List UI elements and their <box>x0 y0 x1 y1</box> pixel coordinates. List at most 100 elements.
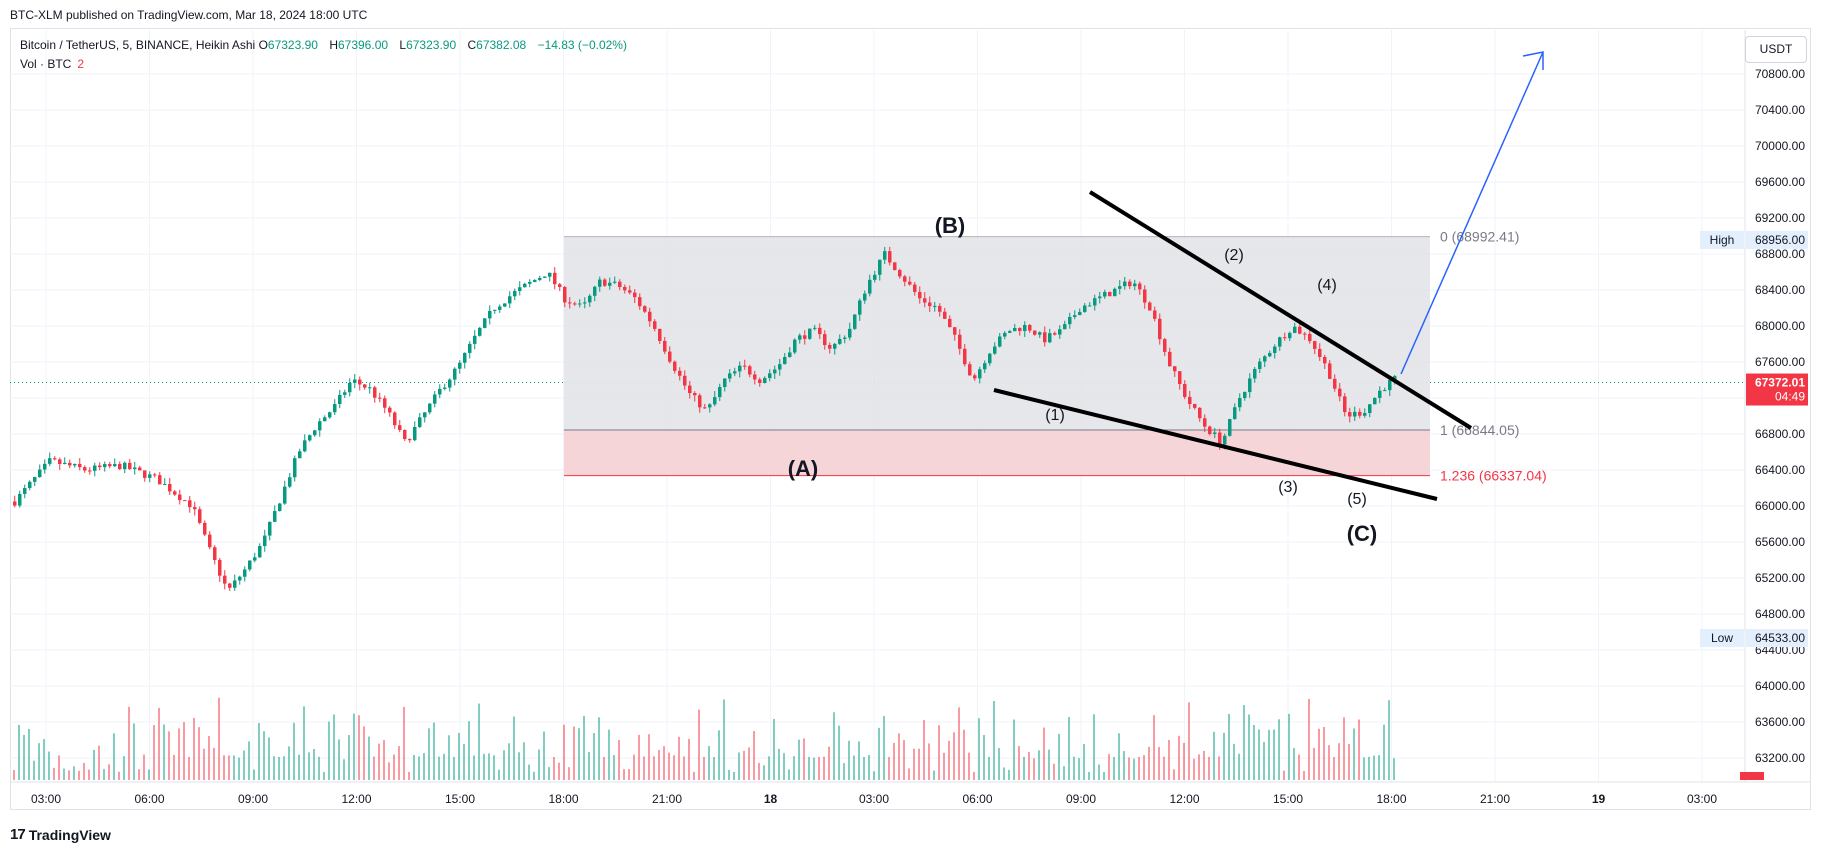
fib-label: 1 (66844.05) <box>1440 422 1519 438</box>
candle-body <box>568 302 572 304</box>
volume-bar <box>798 739 800 780</box>
volume-bar <box>13 770 15 780</box>
candle-body <box>138 467 142 471</box>
candle-body <box>378 397 382 399</box>
candle-body <box>113 463 117 467</box>
candle-body <box>723 378 727 387</box>
volume-bar <box>583 715 585 780</box>
candle-body <box>1133 283 1137 287</box>
volume-bar <box>753 731 755 780</box>
time-axis[interactable]: 03:00 06:00 09:00 12:00 15:00 18:00 21:00 18 03:… <box>10 781 1811 806</box>
volume-bar <box>668 752 670 780</box>
candle-body <box>1013 327 1017 332</box>
volume-bar <box>793 756 795 780</box>
price-axis[interactable]: 70800.00 70400.00 70000.00 69600.00 69200.00… <box>1700 30 1808 782</box>
volume-bar <box>1163 756 1165 780</box>
fib-label: 1.236 (66337.04) <box>1440 468 1547 484</box>
x-tick-label: 03:00 <box>31 792 61 806</box>
candle-body <box>233 580 237 588</box>
volume-bar <box>243 750 245 780</box>
volume-bar <box>773 718 775 780</box>
tradingview-brand: TradingView <box>28 826 111 843</box>
candle-body <box>688 385 692 394</box>
volume-bar <box>608 729 610 780</box>
currency-button[interactable]: USDT <box>1745 36 1807 63</box>
x-tick-label: 15:00 <box>1273 792 1303 806</box>
volume-bar <box>888 757 890 780</box>
volume-bar <box>593 733 595 780</box>
candle-body <box>743 365 747 367</box>
volume-bar <box>373 756 375 780</box>
volume-bar <box>783 753 785 780</box>
candle-body <box>248 560 252 570</box>
candle-body <box>748 366 752 375</box>
candle-body <box>1288 332 1292 339</box>
candle-body <box>578 303 582 305</box>
volume-bar <box>993 701 995 780</box>
candle-body <box>698 395 702 408</box>
candle-body <box>1088 305 1092 307</box>
volume-bar <box>473 755 475 780</box>
volume-bar <box>823 756 825 780</box>
candle-body <box>268 521 272 536</box>
volume-bar <box>1273 729 1275 780</box>
volume-bar <box>1048 749 1050 780</box>
volume-bar <box>108 764 110 780</box>
volume-bar <box>873 771 875 780</box>
candle-body <box>653 321 657 329</box>
volume-bar <box>788 769 790 780</box>
volume-bar <box>218 697 220 780</box>
candle-body <box>813 327 817 329</box>
candle-body <box>398 425 402 431</box>
volume-bar <box>1098 764 1100 780</box>
volume-bar <box>298 754 300 780</box>
y-tick-label: 69200.00 <box>1755 211 1805 225</box>
candle-body <box>1358 411 1362 416</box>
volume-bar <box>1228 713 1230 780</box>
candle-body <box>293 458 297 478</box>
volume-bar <box>1068 717 1070 780</box>
volume-bar <box>1278 719 1280 780</box>
volume-bar <box>1248 714 1250 780</box>
candle-body <box>433 394 437 404</box>
volume-bar <box>383 740 385 780</box>
candle-body <box>818 327 822 335</box>
candle-body <box>803 335 807 339</box>
candle-body <box>1373 397 1377 405</box>
volume-bars <box>13 697 1395 780</box>
volume-bar <box>328 721 330 780</box>
candle-body <box>668 351 672 362</box>
volume-bar <box>478 703 480 780</box>
candle-body <box>1113 288 1117 297</box>
fib-label: 0 (68992.41) <box>1440 229 1519 245</box>
candle-body <box>488 310 492 319</box>
y-tick-label: 70800.00 <box>1755 67 1805 81</box>
volume-bar <box>533 771 535 780</box>
volume-bar <box>1288 713 1290 780</box>
volume-bar <box>163 724 165 780</box>
candle-body <box>333 403 337 413</box>
candle-body <box>1208 426 1212 434</box>
y-tick-label: 68800.00 <box>1755 247 1805 261</box>
volume-bar <box>638 734 640 780</box>
candle-body <box>583 302 587 304</box>
candle-body <box>1273 346 1277 354</box>
volume-bar <box>1218 756 1220 780</box>
volume-bar <box>1033 758 1035 780</box>
volume-bar <box>528 764 530 780</box>
x-tick-label: 03:00 <box>1687 792 1717 806</box>
candle-body <box>893 262 897 271</box>
candle-body <box>178 494 182 501</box>
candle-body <box>798 335 802 340</box>
volume-bar <box>303 706 305 780</box>
volume-bar <box>543 731 545 780</box>
low-value: 64533.00 <box>1755 631 1805 645</box>
candle-body <box>1003 332 1007 337</box>
symbol-legend: Bitcoin / TetherUS, 5, BINANCE, Heikin A… <box>20 38 635 52</box>
volume-bar <box>468 721 470 780</box>
volume-bar <box>643 756 645 780</box>
x-tick-label: 09:00 <box>238 792 268 806</box>
volume-bar <box>1283 770 1285 780</box>
volume-bar <box>488 753 490 780</box>
